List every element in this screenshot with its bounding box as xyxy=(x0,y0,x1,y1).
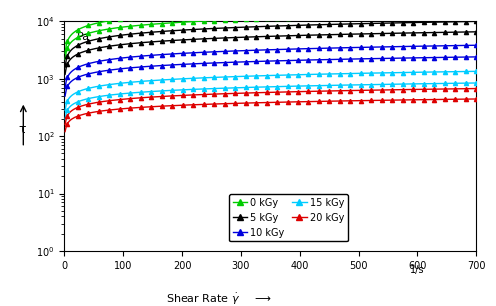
Text: Pa: Pa xyxy=(77,32,90,42)
Text: 1/s: 1/s xyxy=(410,265,425,275)
Legend: 0 kGy, 5 kGy, 10 kGy, 15 kGy, 20 kGy: 0 kGy, 5 kGy, 10 kGy, 15 kGy, 20 kGy xyxy=(229,194,348,241)
Text: Shear Rate $\dot{\gamma}$    $\longrightarrow$: Shear Rate $\dot{\gamma}$ $\longrightarr… xyxy=(166,292,271,306)
Y-axis label: τ: τ xyxy=(19,123,26,136)
